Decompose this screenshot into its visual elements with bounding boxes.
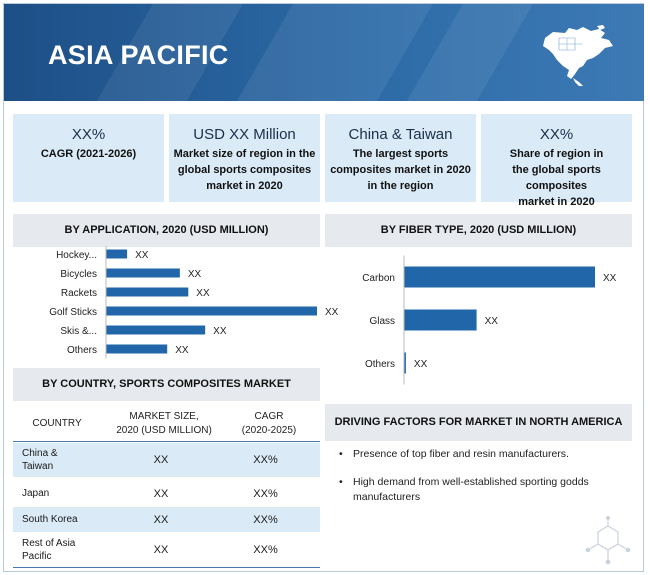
bar	[404, 309, 477, 331]
north-america-map-icon	[543, 25, 613, 86]
category-label: Carbon	[362, 273, 395, 284]
category-label: Golf Sticks	[49, 307, 97, 318]
table-divider	[13, 441, 320, 442]
header-banner: ASIA PACIFIC	[4, 4, 644, 101]
kpi-label: CAGR (2021-2026)	[40, 148, 137, 160]
kpi-label: The largest sports composites market in 2…	[330, 148, 471, 192]
data-label: XX	[414, 359, 428, 370]
table-divider	[13, 567, 320, 568]
table-row: Rest of Asia Pacific XX XX%	[22, 538, 278, 562]
category-label: Hockey...	[56, 250, 97, 261]
country-table-title: BY COUNTRY, SPORTS COMPOSITES MARKET	[13, 368, 320, 401]
fiber-chart-title: BY FIBER TYPE, 2020 (USD MILLION)	[325, 214, 632, 247]
header-cagr: CAGR (2020-2025)	[241, 411, 297, 436]
data-label: XX	[196, 288, 210, 299]
bar	[106, 249, 128, 259]
data-label: XX	[485, 316, 499, 327]
data-label: XX	[213, 326, 227, 337]
table-header: COUNTRY MARKET SIZE, 2020 (USD MILLION) C…	[13, 405, 320, 441]
header-market-size: MARKET SIZE, 2020 (USD MILLION)	[116, 411, 212, 436]
bar	[106, 306, 317, 316]
drivers-list: Presence of top fiber and resin manufact…	[339, 447, 629, 518]
data-label: XX	[188, 269, 202, 280]
category-label: Bicycles	[60, 269, 97, 280]
category-label: Skis &...	[60, 326, 97, 337]
bar	[404, 352, 406, 374]
data-label: XX	[175, 345, 189, 356]
category-label: Glass	[369, 316, 395, 327]
data-label: XX	[603, 273, 617, 284]
category-label: Others	[365, 359, 395, 370]
bar	[106, 325, 206, 335]
category-label: Others	[67, 345, 97, 356]
kpi-value: China & Taiwan	[348, 126, 453, 143]
category-label: Rackets	[61, 288, 97, 299]
list-item: Presence of top fiber and resin manufact…	[339, 447, 629, 462]
kpi-cagr: XX% CAGR (2021-2026)	[13, 114, 164, 202]
kpi-largest-market: China & Taiwan The largest sports composi…	[325, 114, 476, 202]
kpi-share: XX% Share of region in the global sports …	[481, 114, 632, 208]
kpi-market-size: USD XX Million Market size of region in …	[169, 114, 320, 202]
data-label: XX	[135, 250, 149, 261]
list-item: High demand from well-established sporti…	[339, 475, 629, 505]
table-row: South Korea XX XX%	[13, 507, 320, 532]
kpi-value: XX%	[71, 126, 106, 143]
bar	[404, 266, 595, 288]
application-chart-title: BY APPLICATION, 2020 (USD MILLION)	[13, 214, 320, 247]
application-bar-chart: Hockey... XX Bicycles XX Rackets XX Golf Stick…	[49, 246, 339, 359]
header-country: COUNTRY	[32, 418, 82, 429]
infographic-frame	[3, 3, 644, 572]
fiber-bar-chart: Carbon XX Glass XX Others XX	[362, 255, 617, 385]
table-row: China & Taiwan XX XX%	[13, 443, 320, 477]
kpi-value: USD XX Million	[193, 126, 296, 143]
bar	[106, 344, 168, 354]
region-title: ASIA PACIFIC	[48, 40, 229, 70]
kpi-label: Share of region in the global sports comp…	[509, 148, 604, 208]
bar	[106, 268, 180, 278]
data-label: XX	[325, 307, 339, 318]
table-row: Japan XX XX%	[22, 487, 278, 500]
kpi-label: Market size of region in the global sport…	[173, 148, 316, 192]
bar	[106, 287, 189, 297]
kpi-value: XX%	[539, 126, 574, 143]
molecule-icon	[585, 516, 631, 565]
drivers-title: DRIVING FACTORS FOR MARKET IN NORTH AMER…	[325, 404, 632, 441]
